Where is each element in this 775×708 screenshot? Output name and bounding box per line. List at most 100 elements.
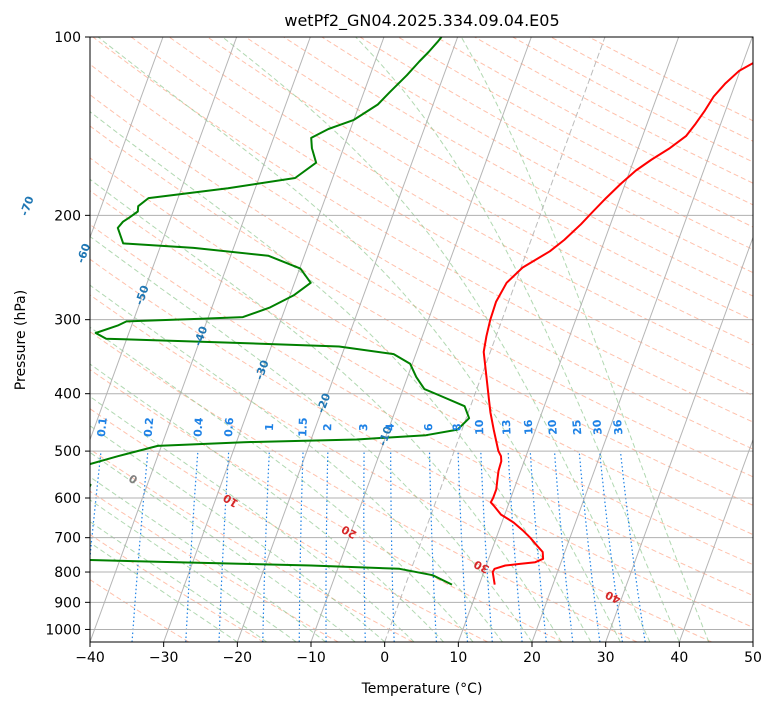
x-tick-label: 0	[380, 650, 389, 666]
x-tick-label: −20	[223, 650, 253, 666]
mixing-ratio-line	[619, 451, 646, 642]
dry-adiabat-line	[90, 258, 753, 628]
mixing-ratio-label: 6	[422, 423, 435, 431]
mixing-ratio-label: 0.1	[95, 417, 110, 438]
mixing-ratio-label: 0.4	[191, 417, 205, 438]
dry-adiabat-label: 40	[603, 588, 623, 606]
mixing-ratio-label: 16	[522, 419, 536, 435]
background-lines	[90, 37, 753, 642]
moist-adiabat-line	[90, 521, 268, 642]
dry-adiabat-label: 20	[339, 522, 359, 541]
plot-frame	[89, 36, 754, 643]
y-tick-label: 700	[54, 531, 81, 547]
moist-adiabat-line	[90, 396, 415, 642]
y-axis-ticks: 100 200 300 400 500 600 700 800 900 1000	[45, 30, 90, 638]
pressure-gridlines	[90, 37, 753, 630]
mixing-ratio-line	[131, 451, 149, 642]
mixing-ratio-line	[529, 451, 547, 642]
dry-adiabat-line	[512, 37, 753, 163]
isotherm-label: -50	[133, 283, 152, 306]
x-tick-label: 50	[744, 650, 762, 666]
isotherm-line	[163, 37, 385, 642]
x-tick-label: 20	[523, 650, 541, 666]
moist-adiabat-line	[90, 542, 238, 642]
moist-adiabat-line	[90, 235, 533, 642]
isotherm-label: -70	[18, 194, 37, 217]
dry-adiabat-line	[90, 369, 563, 642]
dry-adiabat-line	[130, 37, 753, 397]
moist-adiabat-line	[90, 111, 592, 642]
sounding-profiles	[90, 37, 753, 586]
dry-adiabat-line	[397, 37, 753, 228]
moist-adiabat-line	[90, 178, 562, 642]
dry-adiabat-line	[90, 223, 753, 597]
mixing-ratio-label: 13	[500, 419, 514, 435]
isotherm-line	[236, 37, 459, 642]
mixing-ratio-label: 20	[546, 419, 560, 436]
dry-adiabat-line	[90, 408, 488, 642]
mixing-ratio-line	[363, 451, 366, 642]
moist-adiabat-line	[90, 499, 297, 642]
y-tick-label: 300	[54, 313, 81, 329]
isotherm-line	[752, 640, 753, 642]
x-tick-label: 10	[449, 650, 467, 666]
moist-adiabat-line	[90, 326, 474, 642]
dry-adiabat-label: 10	[221, 491, 241, 510]
mixing-ratio-label: 10	[473, 419, 487, 435]
x-axis-label: Temperature (°C)	[361, 681, 483, 697]
mixing-ratio-line	[390, 451, 395, 642]
y-tick-label: 900	[54, 595, 81, 611]
dry-adiabat-line	[90, 331, 638, 642]
mixing-ratio-line	[325, 451, 329, 642]
dry-adiabat-label: 30	[471, 557, 491, 576]
isotherm-line	[605, 235, 753, 642]
y-tick-label: 1000	[45, 622, 81, 638]
moist-adiabat-line	[90, 425, 386, 642]
y-axis-label: Pressure (hPa)	[13, 290, 29, 390]
x-tick-label: 40	[670, 650, 688, 666]
mixing-ratio-label: 30	[590, 419, 604, 436]
dry-adiabat-label: 0	[126, 471, 140, 486]
dry-adiabat-line	[321, 37, 753, 274]
moist-adiabat-line	[90, 451, 356, 642]
y-tick-label: 100	[54, 30, 81, 46]
mixing-ratio-label: 36	[611, 419, 626, 436]
isotherm-label: -30	[253, 358, 272, 381]
isotherm-line	[90, 37, 164, 239]
temperature-line	[482, 61, 753, 585]
dry-adiabat-line	[588, 37, 753, 122]
dry-adiabat-line	[283, 37, 753, 297]
dewpoint-line	[90, 37, 471, 586]
x-tick-label: −40	[75, 650, 105, 666]
dry-adiabat-line	[92, 37, 753, 423]
mixing-ratio-label: 25	[570, 419, 584, 435]
dry-adiabat-line	[90, 157, 753, 536]
dry-adiabat-line	[90, 533, 264, 642]
isotherm-line	[531, 37, 753, 642]
dry-adiabat-line	[245, 37, 753, 321]
y-tick-label: 200	[54, 208, 81, 224]
moist-adiabat-line	[355, 37, 680, 642]
moist-adiabat-line	[222, 37, 651, 642]
x-tick-label: 30	[597, 650, 615, 666]
y-tick-label: 600	[54, 491, 81, 507]
isotherm-line	[90, 37, 311, 642]
dry-adiabat-line	[90, 94, 753, 478]
mixing-ratio-label: 0.2	[142, 417, 157, 438]
x-tick-label: −30	[149, 650, 179, 666]
mixing-ratio-line	[578, 451, 601, 642]
mixing-ratio-label: 4	[384, 423, 397, 431]
dry-adiabat-line	[436, 37, 753, 206]
mixing-ratio-line	[428, 451, 437, 642]
mixing-ratio-line	[90, 451, 102, 563]
mixing-ratio-line	[480, 451, 493, 642]
isotherm-line	[310, 37, 532, 642]
mixing-ratio-line	[507, 451, 523, 642]
mixing-ratio-line	[457, 451, 469, 642]
mixing-ratio-line	[218, 451, 230, 642]
isotherm-line	[678, 438, 753, 642]
x-tick-label: −10	[296, 650, 326, 666]
isotherm-zero-line	[384, 37, 606, 642]
dry-adiabat-line	[90, 63, 753, 450]
